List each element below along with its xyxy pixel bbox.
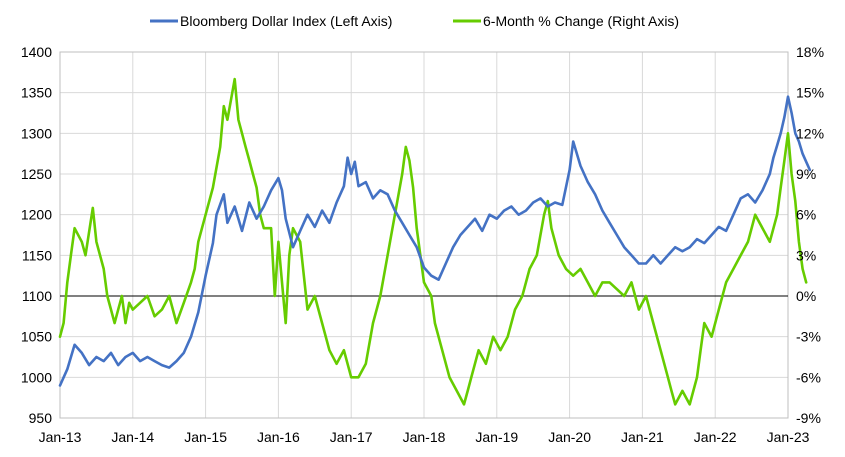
- left-tick-label: 1300: [21, 125, 52, 141]
- left-tick-label: 1100: [22, 288, 52, 304]
- x-axis-ticks: Jan-13 Jan-14 Jan-15 Jan-16 Jan-17 Jan-18 Jan-…: [39, 429, 810, 445]
- right-tick-label: 3%: [796, 247, 816, 263]
- legend-label-dollar-index: Bloomberg Dollar Index (Left Axis): [180, 13, 392, 29]
- x-tick-label: Jan-18: [403, 429, 446, 445]
- x-tick-label: Jan-17: [330, 429, 373, 445]
- right-tick-label: 6%: [796, 207, 816, 223]
- x-tick-label: Jan-22: [694, 429, 737, 445]
- x-tick-label: Jan-19: [475, 429, 518, 445]
- left-tick-label: 1000: [21, 369, 52, 385]
- x-tick-label: Jan-23: [767, 429, 810, 445]
- left-axis-ticks: 950 1000 1050 1100 1150 1200 1250 1300 1350 1400: [21, 44, 52, 426]
- legend: Bloomberg Dollar Index (Left Axis) 6-Mont…: [150, 13, 679, 29]
- left-tick-label: 1050: [21, 329, 52, 345]
- left-tick-label: 1150: [22, 247, 52, 263]
- right-tick-label: -9%: [796, 410, 821, 426]
- right-tick-label: 9%: [796, 166, 816, 182]
- right-tick-label: 15%: [796, 85, 824, 101]
- right-tick-label: 18%: [796, 44, 824, 60]
- left-tick-label: 1350: [21, 85, 52, 101]
- right-tick-label: -3%: [796, 329, 821, 345]
- legend-label-six-month-change: 6-Month % Change (Right Axis): [483, 13, 679, 29]
- x-tick-label: Jan-21: [621, 429, 664, 445]
- x-tick-label: Jan-14: [111, 429, 154, 445]
- plot-border: [59, 51, 789, 419]
- x-tick-label: Jan-20: [548, 429, 591, 445]
- right-tick-label: 0%: [796, 288, 816, 304]
- left-tick-label: 1200: [21, 207, 52, 223]
- left-tick-label: 1250: [21, 166, 52, 182]
- x-tick-label: Jan-16: [257, 429, 300, 445]
- x-tick-label: Jan-15: [184, 429, 227, 445]
- grid: [59, 51, 789, 419]
- left-tick-label: 1400: [21, 44, 52, 60]
- series-layer: [58, 77, 812, 406]
- right-tick-label: 12%: [796, 125, 824, 141]
- left-tick-label: 950: [29, 410, 53, 426]
- x-tick-label: Jan-13: [39, 429, 82, 445]
- right-axis-ticks: -9% -6% -3% 0% 3% 6% 9% 12% 15% 18%: [796, 44, 824, 426]
- dollar-index-line: [58, 95, 812, 387]
- six-month-change-line: [58, 77, 808, 406]
- right-tick-label: -6%: [796, 369, 821, 385]
